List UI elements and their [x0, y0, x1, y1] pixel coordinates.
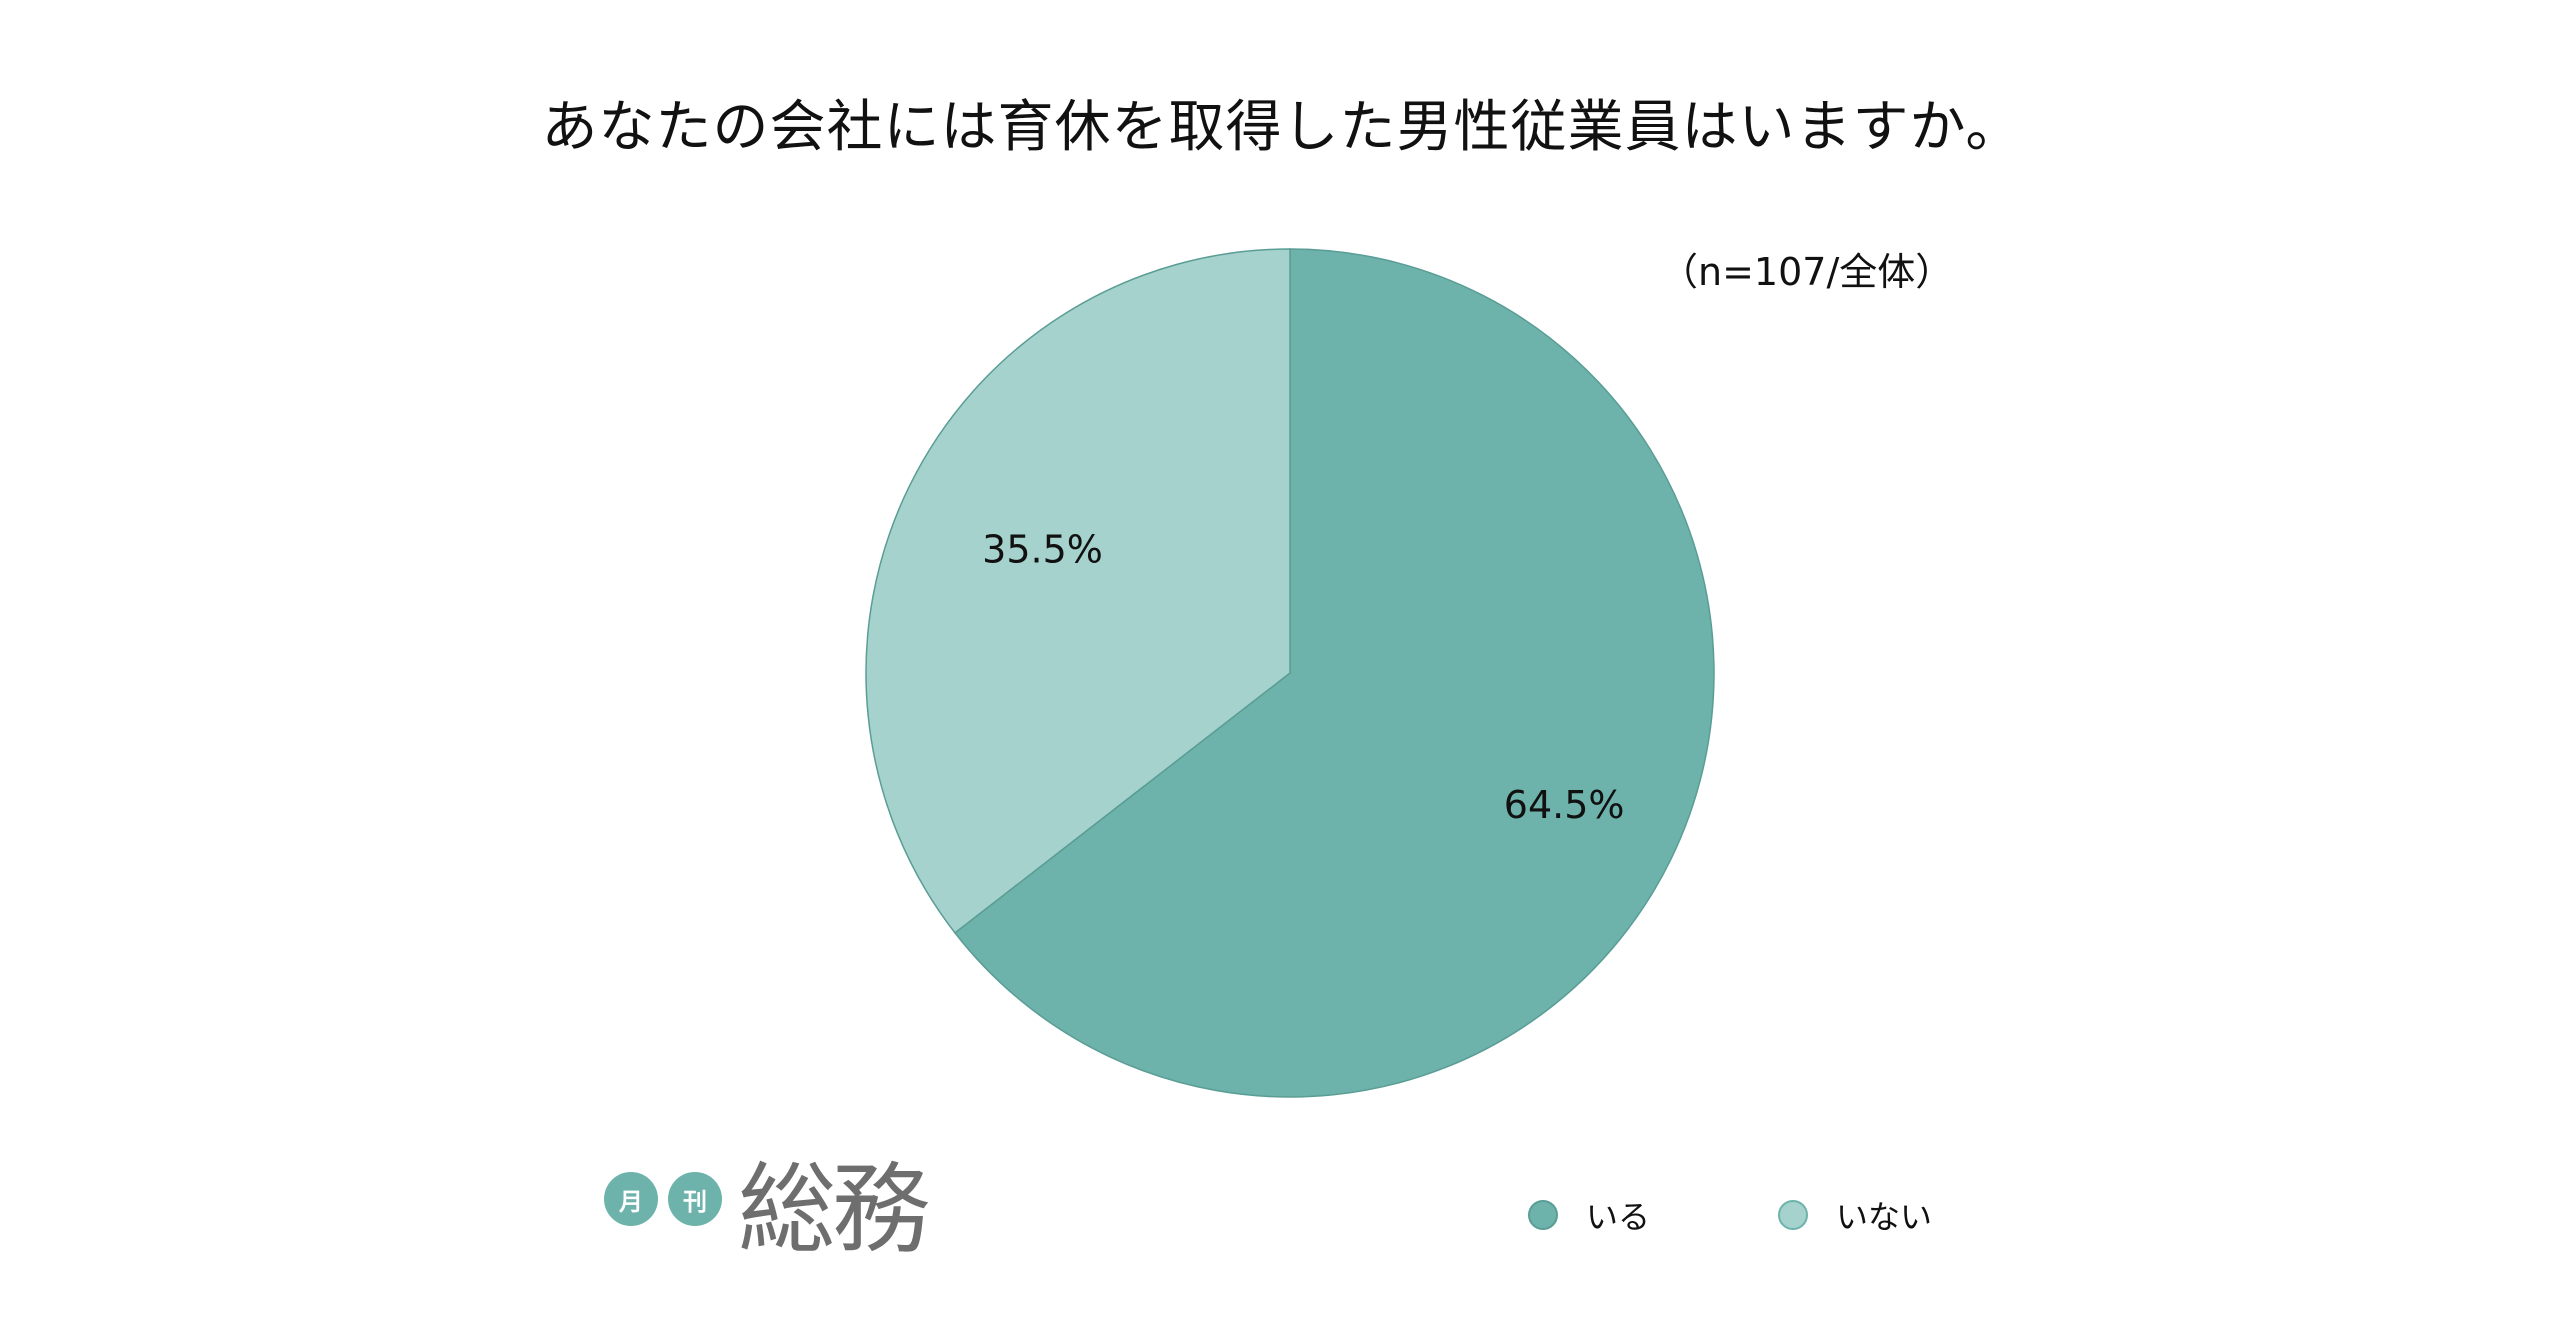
legend-item-inai: いない	[1778, 1192, 1932, 1238]
legend-item-iru: いる	[1528, 1192, 1650, 1238]
sample-size-note: （n=107/全体）	[1660, 250, 1954, 294]
logo-badge-kan: 刊	[668, 1172, 722, 1226]
chart-title: あなたの会社には育休を取得した男性従業員はいますか。	[541, 95, 2023, 160]
legend-swatch-inai	[1778, 1200, 1809, 1230]
legend-label-inai: いない	[1836, 1198, 1933, 1236]
logo-badge-getsu: 月	[604, 1172, 658, 1226]
publisher-logo: 月 刊 総務	[604, 1153, 930, 1267]
legend-swatch-iru	[1528, 1200, 1558, 1230]
pie-slice-1	[865, 248, 1291, 934]
chart-legend: いる いない	[1528, 1192, 2060, 1238]
legend-label-iru: いる	[1586, 1198, 1651, 1236]
logo-wordmark: 総務	[738, 1153, 930, 1267]
pie-slice-0	[953, 248, 1715, 1098]
pie-data-label-0: 64.5%	[1504, 783, 1625, 827]
pie-data-label-1: 35.5%	[982, 527, 1103, 571]
